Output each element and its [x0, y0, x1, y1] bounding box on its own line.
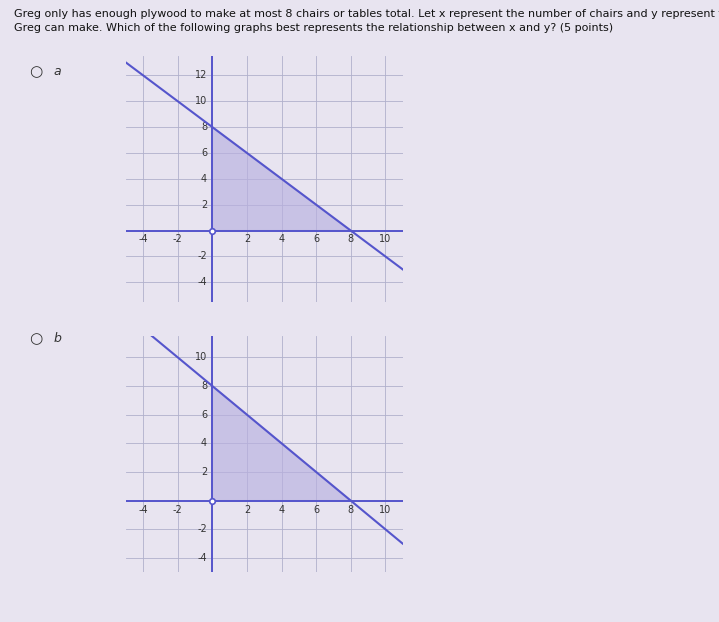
Text: b: b: [54, 333, 62, 345]
Text: 8: 8: [348, 234, 354, 244]
Text: -4: -4: [198, 553, 207, 563]
Text: 6: 6: [313, 234, 319, 244]
Text: -2: -2: [198, 251, 207, 261]
Text: -4: -4: [138, 234, 148, 244]
Text: 10: 10: [195, 96, 207, 106]
Text: 12: 12: [195, 70, 207, 80]
Text: -2: -2: [198, 524, 207, 534]
Text: 10: 10: [379, 234, 391, 244]
Text: 8: 8: [201, 122, 207, 132]
Text: 4: 4: [201, 174, 207, 184]
Text: 10: 10: [195, 353, 207, 363]
Text: -4: -4: [198, 277, 207, 287]
Text: 8: 8: [201, 381, 207, 391]
Text: 4: 4: [278, 234, 285, 244]
Text: -2: -2: [173, 505, 183, 515]
Text: -4: -4: [138, 505, 148, 515]
Text: 6: 6: [201, 410, 207, 420]
Text: ○: ○: [29, 64, 42, 79]
Text: 10: 10: [379, 505, 391, 515]
Text: 2: 2: [244, 234, 250, 244]
Text: a: a: [54, 65, 62, 78]
Polygon shape: [212, 386, 351, 501]
Text: 6: 6: [313, 505, 319, 515]
Text: 2: 2: [201, 467, 207, 477]
Text: 6: 6: [201, 148, 207, 158]
Polygon shape: [212, 127, 351, 231]
Text: 2: 2: [201, 200, 207, 210]
Text: 4: 4: [201, 439, 207, 448]
Text: -2: -2: [173, 234, 183, 244]
Text: 2: 2: [244, 505, 250, 515]
Text: 4: 4: [278, 505, 285, 515]
Text: 8: 8: [348, 505, 354, 515]
Text: ○: ○: [29, 332, 42, 346]
Text: Greg only has enough plywood to make at most 8 chairs or tables total. Let x rep: Greg only has enough plywood to make at …: [14, 9, 719, 32]
